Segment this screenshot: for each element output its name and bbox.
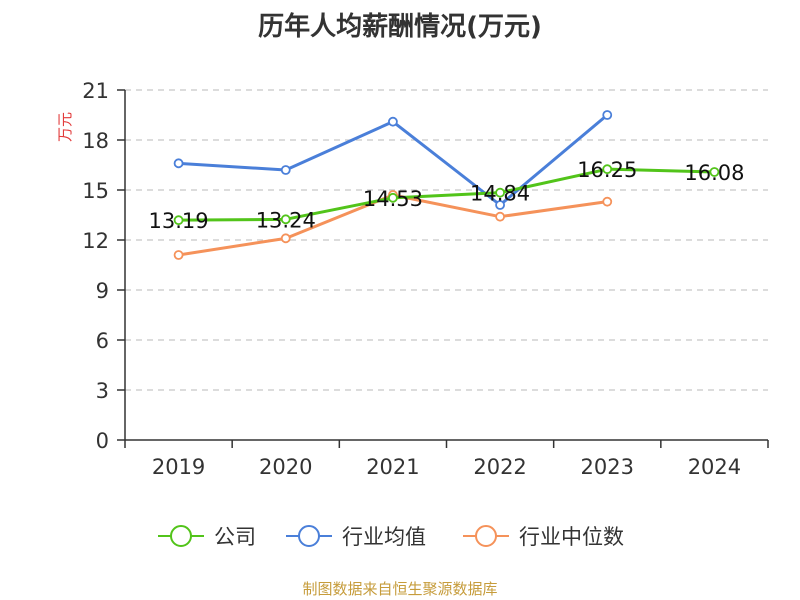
x-tick-label: 2020: [259, 455, 312, 479]
series-lines: [173, 110, 720, 260]
source-note: 制图数据来自恒生聚源数据库: [302, 580, 498, 598]
data-label: 13.19: [149, 209, 209, 233]
y-tick-label: 3: [96, 379, 109, 403]
data-point: [495, 187, 505, 198]
y-axis-title: 万元: [56, 112, 74, 142]
data-label: 14.53: [363, 187, 423, 211]
y-tick-label: 12: [82, 229, 109, 253]
y-tick-label: 0: [96, 429, 109, 453]
data-labels: 13.19 13.24 14.53 14.84 16.25 16.08: [149, 158, 745, 233]
series-line-1: [178, 167, 715, 222]
legend-item-2[interactable]: 行业均值: [286, 525, 426, 549]
legend-item-3[interactable]: 行业中位数: [463, 525, 624, 549]
data-point: [280, 214, 291, 225]
y-tick-label: 15: [82, 179, 109, 203]
data-label: 13.24: [256, 208, 316, 232]
data-point: [709, 167, 720, 177]
x-tick-label: 2022: [473, 455, 526, 479]
data-point: [602, 164, 613, 175]
legend-marker: [475, 525, 497, 547]
legend-label: 公司: [214, 525, 256, 549]
data-point: [388, 116, 398, 127]
axes: 0 3 6 9 12 15 18 21 2019 2020 2021 2022 2023 2024 万元: [56, 79, 769, 479]
x-tick-label: 2023: [581, 455, 634, 479]
legend-marker: [298, 525, 320, 547]
data-point: [173, 250, 184, 260]
legend-marker: [170, 525, 192, 547]
x-tick-label: 2024: [688, 455, 741, 479]
chart-title: 历年人均薪酬情况(万元): [258, 12, 542, 42]
legend-item-1[interactable]: 公司: [158, 525, 256, 549]
x-tick-label: 2021: [366, 455, 419, 479]
data-point: [388, 192, 398, 203]
data-point: [173, 158, 184, 169]
data-point: [602, 110, 613, 120]
grid-lines: [125, 89, 768, 391]
data-point: [280, 233, 291, 244]
data-point: [280, 165, 291, 175]
data-point: [602, 196, 613, 207]
data-label: 14.84: [470, 182, 530, 206]
legend-label: 行业中位数: [519, 525, 624, 549]
y-tick-label: 21: [82, 79, 109, 103]
x-tick-label: 2019: [152, 455, 205, 479]
data-point: [495, 211, 505, 222]
legend[interactable]: 公司 行业均值 行业中位数: [158, 525, 624, 549]
data-label: 16.25: [577, 158, 637, 182]
y-tick-label: 18: [82, 129, 109, 153]
data-point: [173, 215, 184, 226]
y-tick-label: 9: [96, 279, 109, 303]
legend-label: 行业均值: [342, 525, 426, 549]
y-tick-label: 6: [96, 329, 109, 353]
data-point: [495, 200, 505, 210]
data-label: 16.08: [684, 161, 744, 185]
